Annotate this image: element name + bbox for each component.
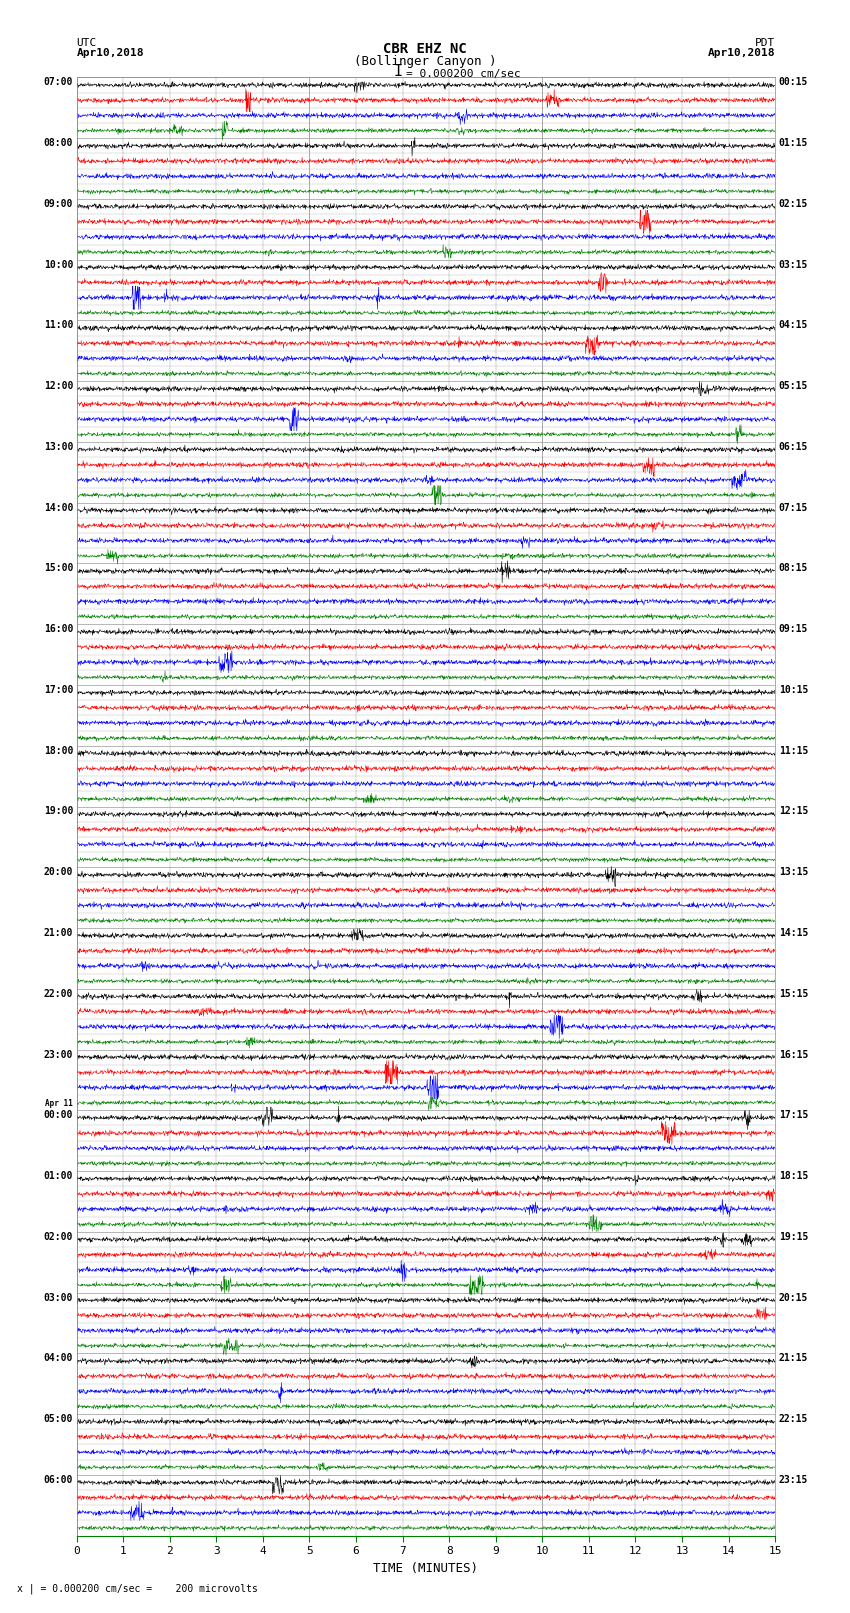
Text: 06:15: 06:15 [779, 442, 808, 452]
Text: 23:15: 23:15 [779, 1474, 808, 1486]
Text: UTC: UTC [76, 39, 97, 48]
Text: 18:15: 18:15 [779, 1171, 808, 1181]
Text: 08:15: 08:15 [779, 563, 808, 574]
Text: I: I [394, 65, 402, 79]
Text: 05:00: 05:00 [43, 1415, 73, 1424]
Text: 12:00: 12:00 [43, 381, 73, 392]
Text: 06:00: 06:00 [43, 1474, 73, 1486]
Text: 17:00: 17:00 [43, 686, 73, 695]
Text: 20:00: 20:00 [43, 868, 73, 877]
Text: CBR EHZ NC: CBR EHZ NC [383, 42, 467, 56]
Text: Apr10,2018: Apr10,2018 [708, 48, 775, 58]
Text: 02:00: 02:00 [43, 1232, 73, 1242]
X-axis label: TIME (MINUTES): TIME (MINUTES) [373, 1561, 479, 1574]
Text: 10:15: 10:15 [779, 686, 808, 695]
Text: 05:15: 05:15 [779, 381, 808, 392]
Text: x | = 0.000200 cm/sec =    200 microvolts: x | = 0.000200 cm/sec = 200 microvolts [17, 1582, 258, 1594]
Text: 12:15: 12:15 [779, 806, 808, 816]
Text: 14:00: 14:00 [43, 503, 73, 513]
Text: 04:15: 04:15 [779, 321, 808, 331]
Text: 22:15: 22:15 [779, 1415, 808, 1424]
Text: 00:00: 00:00 [43, 1110, 73, 1121]
Text: 16:15: 16:15 [779, 1050, 808, 1060]
Text: Apr 11: Apr 11 [45, 1100, 73, 1108]
Text: 13:00: 13:00 [43, 442, 73, 452]
Text: 01:00: 01:00 [43, 1171, 73, 1181]
Text: 17:15: 17:15 [779, 1110, 808, 1121]
Text: 15:00: 15:00 [43, 563, 73, 574]
Text: PDT: PDT [755, 39, 775, 48]
Text: 14:15: 14:15 [779, 927, 808, 939]
Text: 15:15: 15:15 [779, 989, 808, 998]
Text: 19:00: 19:00 [43, 806, 73, 816]
Text: Apr10,2018: Apr10,2018 [76, 48, 144, 58]
Text: 10:00: 10:00 [43, 260, 73, 269]
Text: 11:15: 11:15 [779, 745, 808, 756]
Text: 03:00: 03:00 [43, 1292, 73, 1303]
Text: 00:15: 00:15 [779, 77, 808, 87]
Text: 08:00: 08:00 [43, 139, 73, 148]
Text: 22:00: 22:00 [43, 989, 73, 998]
Text: 11:00: 11:00 [43, 321, 73, 331]
Text: 01:15: 01:15 [779, 139, 808, 148]
Text: (Bollinger Canyon ): (Bollinger Canyon ) [354, 55, 496, 68]
Text: 03:15: 03:15 [779, 260, 808, 269]
Text: 19:15: 19:15 [779, 1232, 808, 1242]
Text: 21:15: 21:15 [779, 1353, 808, 1363]
Text: 09:15: 09:15 [779, 624, 808, 634]
Text: 13:15: 13:15 [779, 868, 808, 877]
Text: 09:00: 09:00 [43, 198, 73, 210]
Text: 07:15: 07:15 [779, 503, 808, 513]
Text: 16:00: 16:00 [43, 624, 73, 634]
Text: 23:00: 23:00 [43, 1050, 73, 1060]
Text: 07:00: 07:00 [43, 77, 73, 87]
Text: 04:00: 04:00 [43, 1353, 73, 1363]
Text: = 0.000200 cm/sec: = 0.000200 cm/sec [406, 69, 521, 79]
Text: 02:15: 02:15 [779, 198, 808, 210]
Text: 18:00: 18:00 [43, 745, 73, 756]
Text: 21:00: 21:00 [43, 927, 73, 939]
Text: 20:15: 20:15 [779, 1292, 808, 1303]
